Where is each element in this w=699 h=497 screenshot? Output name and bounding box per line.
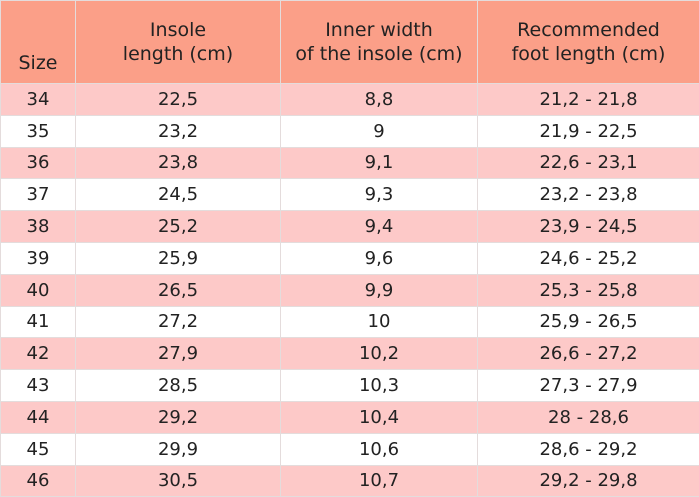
table-cell: 9,3: [281, 179, 478, 211]
table-cell: 25,3 - 25,8: [478, 274, 699, 306]
table-cell: 46: [1, 465, 76, 497]
table-cell: 27,9: [76, 338, 281, 370]
header-text: of the insole (cm): [281, 42, 477, 66]
header-text: Recommended: [478, 18, 699, 42]
table-cell: 10: [281, 306, 478, 338]
table-cell: 22,5: [76, 84, 281, 116]
table-cell: 21,9 - 22,5: [478, 115, 699, 147]
table-cell: 28 - 28,6: [478, 401, 699, 433]
table-cell: 23,9 - 24,5: [478, 211, 699, 243]
table-cell: 28,5: [76, 370, 281, 402]
table-cell: 10,7: [281, 465, 478, 497]
table-cell: 10,6: [281, 433, 478, 465]
table-cell: 26,5: [76, 274, 281, 306]
header-text: foot length (cm): [478, 42, 699, 66]
table-cell: 29,9: [76, 433, 281, 465]
table-cell: 10,2: [281, 338, 478, 370]
table-cell: 24,6 - 25,2: [478, 242, 699, 274]
header-text: Size: [1, 51, 75, 75]
table-cell: 26,6 - 27,2: [478, 338, 699, 370]
table-cell: 9,4: [281, 211, 478, 243]
table-cell: 27,2: [76, 306, 281, 338]
table-cell: 9,1: [281, 147, 478, 179]
table-cell: 23,2: [76, 115, 281, 147]
table-cell: 30,5: [76, 465, 281, 497]
header-text: length (cm): [76, 42, 280, 66]
table-cell: 41: [1, 306, 76, 338]
header-text: Inner width: [281, 18, 477, 42]
header-cell: Size: [1, 1, 76, 84]
table-cell: 25,9: [76, 242, 281, 274]
table-cell: 39: [1, 242, 76, 274]
header-text: Insole: [76, 18, 280, 42]
table-cell: 21,2 - 21,8: [478, 84, 699, 116]
table-cell: 10,4: [281, 401, 478, 433]
table-cell: 24,5: [76, 179, 281, 211]
table-cell: 42: [1, 338, 76, 370]
table-cell: 9: [281, 115, 478, 147]
table-cell: 25,9 - 26,5: [478, 306, 699, 338]
table-cell: 29,2: [76, 401, 281, 433]
table-cell: 45: [1, 433, 76, 465]
table-cell: 36: [1, 147, 76, 179]
table-cell: 28,6 - 29,2: [478, 433, 699, 465]
table-cell: 23,2 - 23,8: [478, 179, 699, 211]
table-cell: 23,8: [76, 147, 281, 179]
table-cell: 43: [1, 370, 76, 402]
table-cell: 35: [1, 115, 76, 147]
table-cell: 9,9: [281, 274, 478, 306]
table-cell: 25,2: [76, 211, 281, 243]
table-cell: 22,6 - 23,1: [478, 147, 699, 179]
table-cell: 27,3 - 27,9: [478, 370, 699, 402]
table-cell: 10,3: [281, 370, 478, 402]
table-cell: 44: [1, 401, 76, 433]
table-cell: 34: [1, 84, 76, 116]
table-cell: 38: [1, 211, 76, 243]
table-cell: 9,6: [281, 242, 478, 274]
table-cell: 37: [1, 179, 76, 211]
table-cell: 8,8: [281, 84, 478, 116]
table-cell: 40: [1, 274, 76, 306]
table-cell: 29,2 - 29,8: [478, 465, 699, 497]
